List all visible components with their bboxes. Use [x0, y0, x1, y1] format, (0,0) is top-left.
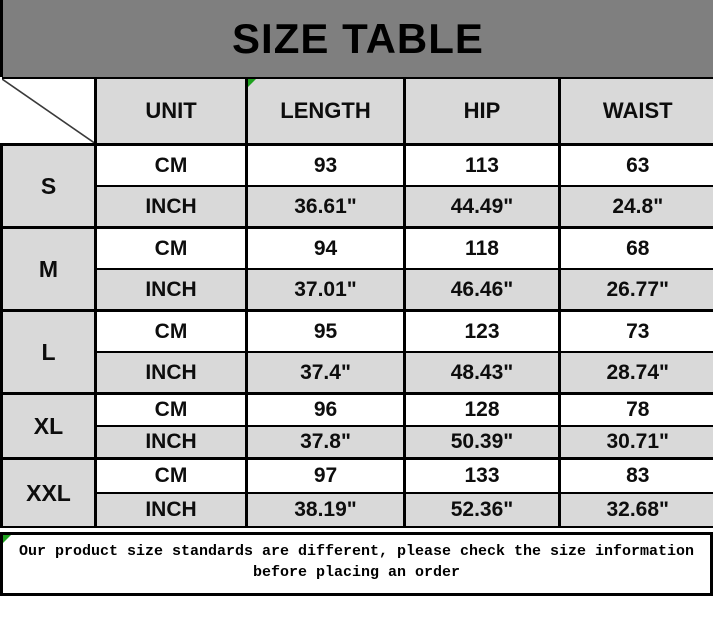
- unit-label: CM: [94, 143, 248, 187]
- table-row: S CM 93 113 63: [0, 143, 713, 229]
- table-row: INCH 37.8" 50.39" 30.71": [2, 425, 713, 460]
- cell-value: 28.74": [558, 351, 713, 395]
- cell-value: 68: [558, 226, 713, 270]
- unit-label: CM: [94, 226, 248, 270]
- size-label-m: M: [0, 226, 97, 312]
- page-title: SIZE TABLE: [232, 14, 484, 62]
- cell-value: 96: [245, 392, 406, 427]
- unit-label: INCH: [94, 185, 248, 229]
- unit-label: CM: [94, 309, 248, 353]
- cell-value: 30.71": [558, 425, 713, 460]
- diagonal-header-cell: [1, 77, 97, 146]
- unit-label: INCH: [94, 425, 248, 460]
- size-label-xl: XL: [0, 392, 97, 460]
- col-header-length: LENGTH: [245, 77, 406, 146]
- cell-value: 83: [558, 457, 713, 494]
- unit-label: INCH: [94, 492, 248, 528]
- cell-value: 78: [558, 392, 713, 427]
- cell-value: 52.36": [403, 492, 561, 528]
- cell-value: 46.46": [403, 268, 561, 312]
- size-note-line1: Our product size standards are different…: [18, 543, 695, 560]
- cell-value: 73: [558, 309, 713, 353]
- cell-value: 133: [403, 457, 561, 494]
- table-row: XXL CM 97 133 83: [0, 457, 713, 528]
- unit-label: CM: [94, 392, 248, 427]
- cell-value: 36.61": [245, 185, 406, 229]
- cell-value: 37.01": [245, 268, 406, 312]
- table-row: XL CM 96 128 78: [0, 392, 713, 460]
- size-label-s: S: [0, 143, 97, 229]
- col-header-unit: UNIT: [94, 77, 248, 146]
- diagonal-line: [2, 79, 95, 143]
- cell-value: 63: [558, 143, 713, 187]
- unit-label: CM: [94, 457, 248, 494]
- cell-value: 37.4": [245, 351, 406, 395]
- green-corner-flag-icon: [3, 535, 11, 543]
- cell-value: 24.8": [558, 185, 713, 229]
- col-header-hip: HIP: [403, 77, 561, 146]
- size-note: Our product size standards are different…: [0, 532, 713, 596]
- cell-value: 123: [403, 309, 561, 353]
- cell-value: 32.68": [558, 492, 713, 528]
- table-row: INCH 37.01" 46.46" 26.77": [2, 268, 713, 312]
- size-label-l: L: [0, 309, 97, 395]
- unit-label: INCH: [94, 351, 248, 395]
- cell-value: 93: [245, 143, 406, 187]
- cell-value: 94: [245, 226, 406, 270]
- cell-value: 48.43": [403, 351, 561, 395]
- cell-value: 38.19": [245, 492, 406, 528]
- table-row: INCH 36.61" 44.49" 24.8": [2, 185, 713, 229]
- cell-value: 118: [403, 226, 561, 270]
- cell-value: 97: [245, 457, 406, 494]
- cell-value: 128: [403, 392, 561, 427]
- size-table: UNIT LENGTH HIP WAIST S CM 93 113 63 INC…: [0, 77, 713, 528]
- cell-value: 50.39": [403, 425, 561, 460]
- cell-value: 44.49": [403, 185, 561, 229]
- size-note-line2: before placing an order: [252, 564, 461, 581]
- cell-value: 37.8": [245, 425, 406, 460]
- col-header-waist: WAIST: [558, 77, 713, 146]
- size-label-xxl: XXL: [0, 457, 97, 528]
- cell-value: 95: [245, 309, 406, 353]
- col-header-length-label: LENGTH: [280, 98, 371, 123]
- table-row: L CM 95 123 73: [0, 309, 713, 395]
- cell-value: 26.77": [558, 268, 713, 312]
- green-corner-flag-icon: [249, 79, 256, 87]
- banner: SIZE TABLE: [0, 0, 713, 77]
- table-row: INCH 37.4" 48.43" 28.74": [2, 351, 713, 395]
- table-row: INCH 38.19" 52.36" 32.68": [2, 492, 713, 528]
- table-row: M CM 94 118 68: [0, 226, 713, 312]
- cell-value: 113: [403, 143, 561, 187]
- header-row: UNIT LENGTH HIP WAIST: [1, 77, 713, 146]
- unit-label: INCH: [94, 268, 248, 312]
